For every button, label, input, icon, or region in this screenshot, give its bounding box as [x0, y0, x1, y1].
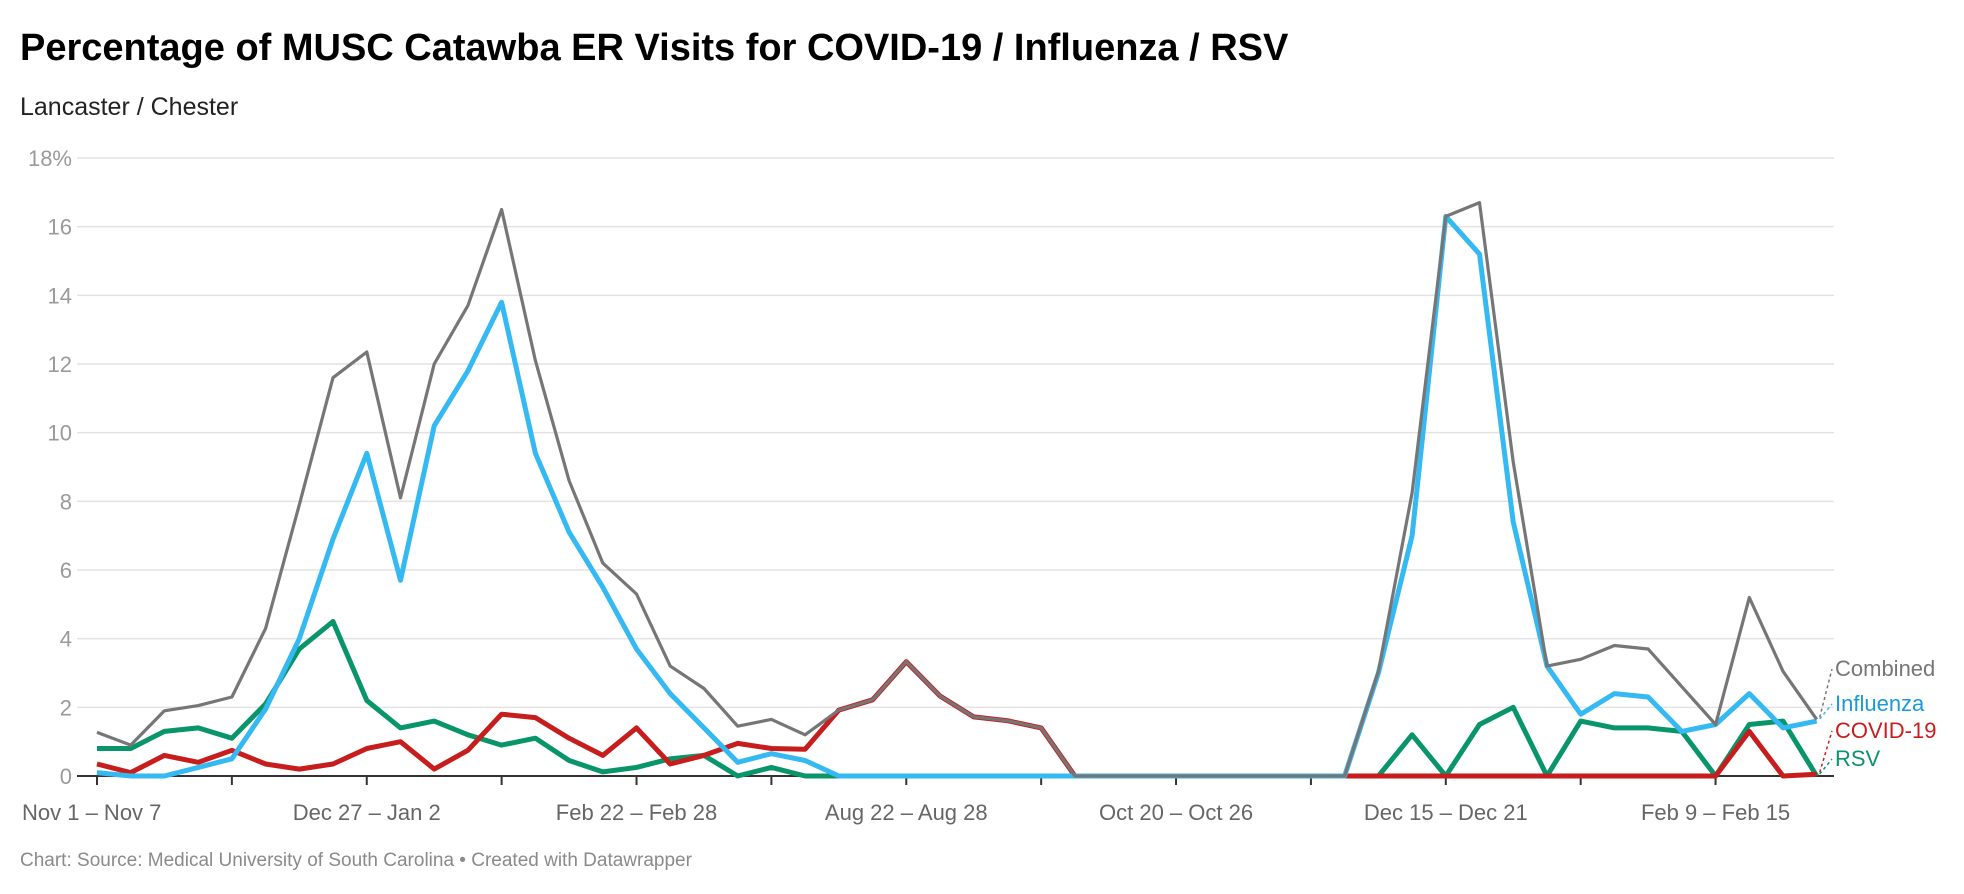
chart-subtitle: Lancaster / Chester [20, 93, 238, 121]
y-tick-label: 2 [60, 695, 72, 720]
x-tick-label: Feb 22 – Feb 28 [556, 800, 717, 825]
chart-title: Percentage of MUSC Catawba ER Visits for… [20, 27, 1289, 69]
label-connector [1819, 730, 1833, 773]
y-axis: 0 2 4 6 8 10 12 14 16 18% [28, 146, 72, 789]
y-tick-label: 10 [48, 421, 72, 446]
y-tick-label: 4 [60, 627, 72, 652]
y-tick-label: 8 [60, 489, 72, 514]
x-tick-label: Feb 9 – Feb 15 [1641, 800, 1790, 825]
x-tick-label: Aug 22 – Aug 28 [825, 800, 988, 825]
y-tick-label: 18% [28, 146, 72, 171]
series-label: COVID-19 [1835, 718, 1936, 743]
x-tick-label: Oct 20 – Oct 26 [1099, 800, 1253, 825]
y-tick-label: 12 [48, 352, 72, 377]
series-label: Influenza [1835, 691, 1925, 716]
label-connector [1818, 668, 1833, 718]
gridlines [77, 157, 1834, 709]
series-label: Combined [1835, 656, 1935, 681]
y-tick-label: 6 [60, 558, 72, 583]
series-line-influenza [96, 213, 1818, 779]
chart-footer: Chart: Source: Medical University of Sou… [20, 850, 693, 871]
series-line-combined [96, 201, 1819, 778]
y-tick-label: 14 [48, 283, 72, 308]
x-tick-label: Dec 27 – Jan 2 [293, 800, 441, 825]
series-label: RSV [1835, 746, 1881, 771]
y-tick-label: 0 [60, 764, 72, 789]
y-tick-label: 16 [48, 215, 72, 240]
x-tick-label: Dec 15 – Dec 21 [1364, 800, 1528, 825]
x-axis: Nov 1 – Nov 7 Dec 27 – Jan 2 Feb 22 – Feb … [22, 775, 1834, 825]
x-tick-label: Nov 1 – Nov 7 [22, 800, 161, 825]
series-lines [96, 201, 1819, 779]
